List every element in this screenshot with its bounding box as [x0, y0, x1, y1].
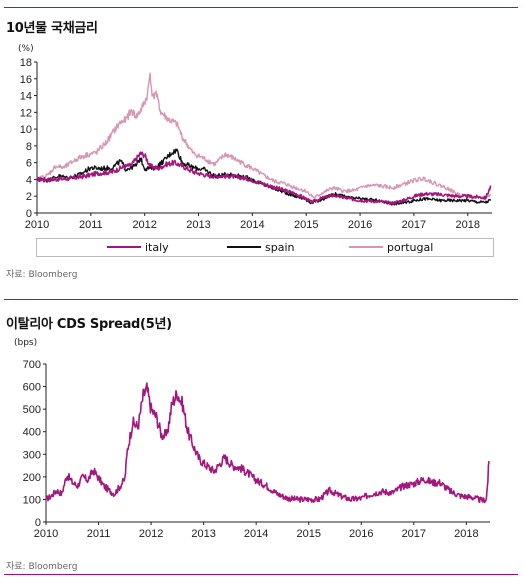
chart2-unit-label: (bps) — [14, 338, 38, 348]
chart2-x-tick-label: 2013 — [191, 528, 215, 540]
chart1-x-tick-label: 2014 — [240, 219, 264, 231]
chart1-x-tick-label: 2010 — [25, 219, 49, 231]
chart2-x-tick-label: 2014 — [244, 528, 268, 540]
chart1-title: 10년물 국채금리 — [6, 21, 98, 36]
chart2-x-tick-label: 2011 — [87, 528, 111, 540]
chart2-y-tick-label: 300 — [23, 449, 41, 461]
chart2-y-tick-label: 0 — [35, 517, 41, 529]
chart1-x-tick-label: 2016 — [348, 219, 372, 231]
chart2-y-tick-label: 700 — [23, 359, 41, 371]
chart2-source: 자료: Bloomberg — [6, 562, 78, 572]
chart2-x-tick-label: 2017 — [402, 528, 426, 540]
chart2-series-line-italy — [45, 382, 490, 504]
chart1-x-tick-label: 2012 — [132, 219, 156, 231]
chart2-y-tick-label: 200 — [23, 472, 41, 484]
chart2-y-tick-label: 500 — [23, 404, 41, 416]
chart2-x-tick-label: 2010 — [34, 528, 58, 540]
chart2-title: 이탈리아 CDS Spread(5년) — [6, 317, 172, 332]
legend-swatch-spain — [227, 246, 261, 248]
chart1-x-tick-label: 2017 — [402, 219, 426, 231]
chart1-unit-label: (%) — [18, 44, 34, 54]
legend-swatch-portugal — [349, 246, 383, 248]
chart1-y-tick-label: 4 — [26, 174, 32, 186]
chart1-y-tick-label: 16 — [20, 74, 32, 86]
bottom-rule — [4, 574, 518, 575]
chart1-y-tick-label: 0 — [26, 208, 32, 220]
chart2-x-tick-label: 2015 — [296, 528, 320, 540]
legend-swatch-italy — [107, 246, 141, 248]
top-rule-2 — [4, 299, 518, 300]
chart1-x-tick-label: 2013 — [186, 219, 210, 231]
chart1-x-tick-label: 2018 — [456, 219, 480, 231]
legend-label-portugal: portugal — [387, 240, 434, 254]
chart2-y-tick-label: 400 — [23, 427, 41, 439]
chart1-legend: italy spain portugal — [36, 238, 494, 257]
chart1-y-tick-label: 18 — [20, 57, 32, 69]
chart1-plot: 0 2 4 6 8 10 12 14 16 18 2010 2011 2012 2013 2014 2015 2… — [20, 57, 492, 231]
chart1-y-tick-label: 12 — [20, 107, 32, 119]
legend-label-spain: spain — [265, 240, 295, 254]
chart2-x-tick-label: 2016 — [349, 528, 373, 540]
chart1-series-line-italy — [36, 151, 492, 205]
chart2-y-tick-label: 100 — [23, 494, 41, 506]
chart1-source: 자료: Bloomberg — [6, 270, 78, 280]
legend-item-spain: spain — [227, 239, 294, 255]
chart2-y-tick-label: 600 — [23, 382, 41, 394]
chart1-y-tick-label: 10 — [20, 124, 32, 136]
chart1-series-line-portugal — [36, 72, 492, 200]
chart1-x-tick-label: 2011 — [79, 219, 103, 231]
legend-item-portugal: portugal — [349, 239, 433, 255]
chart1-y-tick-label: 8 — [26, 141, 32, 153]
chart1-y-tick-label: 6 — [26, 158, 32, 170]
chart2-x-tick-label: 2018 — [454, 528, 478, 540]
legend-label-italy: italy — [145, 240, 169, 254]
chart2-plot: 0 100 200 300 400 500 600 700 2010 2011 2012 2013 20… — [23, 359, 490, 540]
chart1-y-tick-label: 14 — [20, 91, 32, 103]
legend-item-italy: italy — [107, 239, 169, 255]
top-rule-1 — [4, 7, 518, 8]
chart1-y-tick-label: 2 — [26, 191, 32, 203]
chart2-x-tick-label: 2012 — [139, 528, 163, 540]
chart1-x-tick-label: 2015 — [294, 219, 318, 231]
